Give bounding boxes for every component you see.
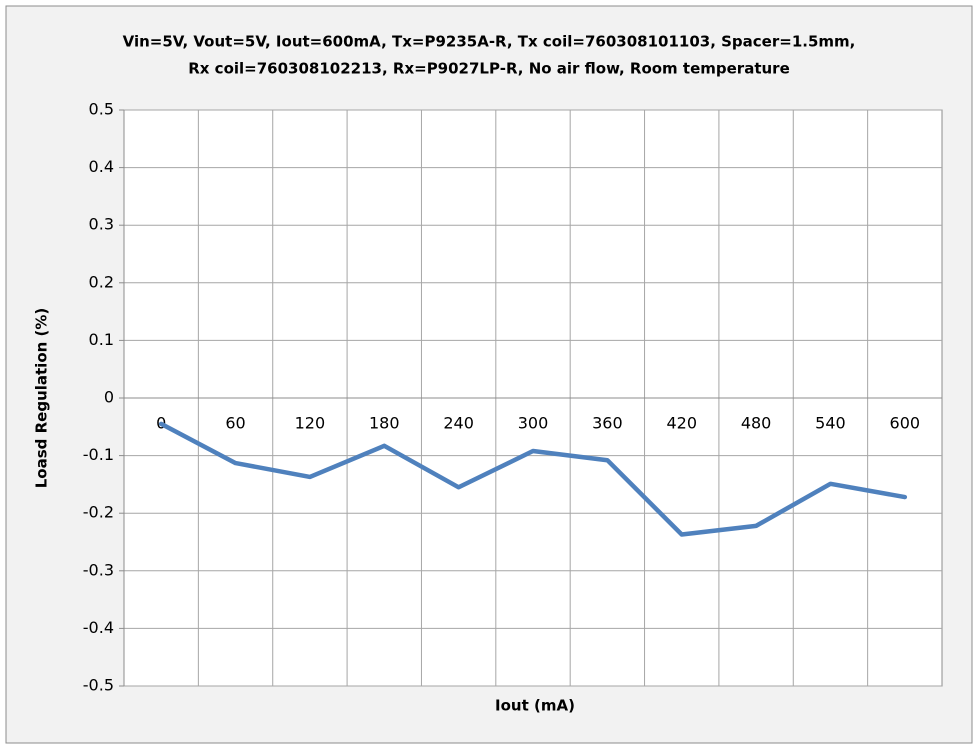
x-tick-label: 120: [295, 414, 326, 433]
y-tick-label: 0.3: [89, 215, 114, 234]
x-tick-label: 240: [443, 414, 474, 433]
y-axis-label: Loasd Regulation (%): [33, 308, 51, 489]
y-tick-label: -0.1: [83, 445, 114, 464]
y-tick-label: -0.3: [83, 560, 114, 579]
chart-title: Vin=5V, Vout=5V, Iout=600mA, Tx=P9235A-R…: [123, 33, 856, 51]
y-tick-label: -0.4: [83, 618, 114, 637]
y-tick-label: 0.2: [89, 272, 114, 291]
y-tick-label: -0.5: [83, 676, 114, 695]
y-tick-label: 0.4: [89, 157, 114, 176]
y-tick-label: 0.1: [89, 330, 114, 349]
chart-title: Rx coil=760308102213, Rx=P9027LP-R, No a…: [188, 60, 790, 78]
x-tick-label: 180: [369, 414, 400, 433]
x-tick-label: 600: [890, 414, 921, 433]
x-tick-label: 420: [666, 414, 697, 433]
x-tick-label: 300: [518, 414, 549, 433]
y-tick-label: 0.5: [89, 100, 114, 119]
x-tick-label: 60: [225, 414, 245, 433]
y-tick-label: -0.2: [83, 503, 114, 522]
x-tick-label: 360: [592, 414, 623, 433]
data-line: [158, 421, 908, 537]
x-tick-label: 540: [815, 414, 846, 433]
x-tick-label: 480: [741, 414, 772, 433]
x-axis-label: Iout (mA): [495, 697, 575, 715]
y-tick-label: 0: [104, 388, 114, 407]
